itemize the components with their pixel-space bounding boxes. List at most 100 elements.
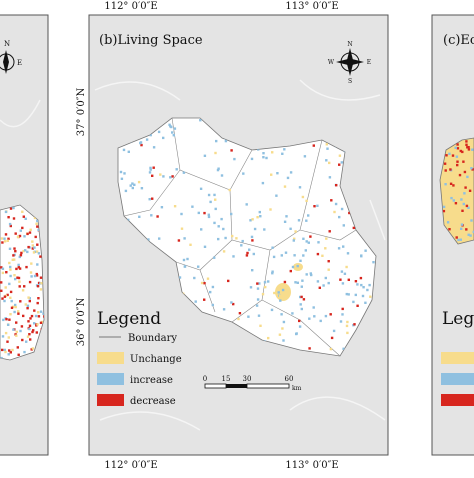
- change-dot: [32, 329, 35, 332]
- change-dot: [263, 281, 267, 284]
- change-dot: [335, 184, 338, 187]
- change-dot: [215, 139, 218, 143]
- change-dot: [271, 151, 274, 154]
- change-dot: [316, 252, 320, 256]
- scale-bar: 0 15 30 60 km: [203, 375, 302, 392]
- change-dot: [12, 206, 15, 210]
- change-dot: [283, 148, 286, 151]
- change-dot: [271, 246, 274, 249]
- change-dot: [317, 241, 320, 244]
- longitude-label: 113° 0′0″E: [285, 460, 338, 471]
- change-dot: [352, 226, 355, 230]
- change-dot: [455, 236, 458, 239]
- change-dot: [246, 251, 249, 255]
- change-dot: [456, 160, 459, 163]
- change-dot: [36, 225, 39, 228]
- change-dot: [123, 172, 126, 175]
- change-dot: [18, 234, 22, 238]
- change-dot: [248, 248, 251, 251]
- change-dot: [354, 293, 357, 297]
- change-dot: [14, 232, 17, 235]
- change-dot: [180, 212, 183, 216]
- change-dot: [455, 155, 459, 158]
- change-dot: [263, 228, 266, 231]
- change-dot: [16, 235, 20, 239]
- change-dot: [39, 321, 43, 324]
- legend-title: Lege: [442, 309, 474, 329]
- change-dot: [34, 314, 38, 318]
- change-dot: [37, 297, 40, 300]
- change-dot: [231, 234, 234, 238]
- change-dot: [18, 255, 21, 259]
- change-dot: [449, 182, 453, 185]
- change-dot: [170, 125, 173, 129]
- change-dot: [22, 314, 25, 318]
- north-arrow: N S W E: [328, 41, 371, 85]
- change-dot: [24, 249, 27, 252]
- change-dot: [305, 219, 308, 222]
- change-dot: [291, 265, 295, 269]
- change-dot: [454, 202, 458, 205]
- change-dot: [275, 194, 278, 197]
- change-dot: [26, 307, 29, 310]
- change-dot: [3, 295, 7, 298]
- change-dot: [340, 161, 343, 164]
- change-dot: [467, 233, 470, 236]
- change-dot: [159, 173, 162, 176]
- change-dot: [203, 245, 207, 248]
- change-dot: [293, 237, 296, 240]
- change-dot: [19, 300, 22, 303]
- change-dot: [27, 245, 30, 249]
- change-dot: [270, 308, 274, 312]
- change-dot: [17, 263, 20, 267]
- change-dot: [245, 254, 249, 257]
- change-dot: [16, 276, 19, 279]
- change-dot: [14, 277, 17, 281]
- change-dot: [124, 189, 128, 193]
- change-dot: [465, 140, 468, 143]
- change-dot: [3, 240, 7, 243]
- change-dot: [28, 299, 31, 303]
- change-dot: [36, 301, 39, 305]
- change-dot: [304, 249, 307, 252]
- change-dot: [322, 284, 325, 287]
- change-dot: [18, 267, 22, 270]
- change-dot: [277, 291, 280, 294]
- change-dot: [39, 310, 43, 313]
- change-dot: [448, 228, 451, 231]
- change-dot: [129, 184, 132, 187]
- change-dot: [309, 235, 312, 238]
- change-dot: [232, 302, 235, 306]
- change-dot: [213, 256, 216, 259]
- change-dot: [459, 238, 462, 241]
- change-dot: [316, 204, 319, 207]
- change-dot: [289, 269, 292, 273]
- change-dot: [23, 235, 26, 238]
- legend-swatch: [97, 373, 124, 385]
- change-dot: [462, 160, 465, 163]
- change-dot: [15, 321, 18, 324]
- change-dot: [461, 150, 464, 154]
- change-dot: [168, 123, 171, 126]
- change-dot: [326, 147, 329, 150]
- change-dot: [37, 228, 40, 232]
- change-dot: [1, 271, 5, 275]
- change-dot: [1, 267, 5, 270]
- change-dot: [257, 148, 260, 151]
- change-dot: [13, 247, 16, 250]
- change-dot: [39, 255, 42, 258]
- change-dot: [19, 329, 22, 333]
- change-dot: [353, 323, 356, 326]
- change-dot: [3, 348, 6, 352]
- change-dot: [262, 156, 265, 159]
- change-dot: [330, 199, 333, 202]
- change-dot: [27, 320, 30, 323]
- change-dot: [308, 347, 311, 350]
- change-dot: [230, 149, 233, 152]
- change-dot: [3, 237, 6, 240]
- change-dot: [35, 272, 38, 276]
- change-dot: [364, 301, 367, 304]
- change-dot: [42, 312, 44, 315]
- legend-swatch: [97, 352, 124, 364]
